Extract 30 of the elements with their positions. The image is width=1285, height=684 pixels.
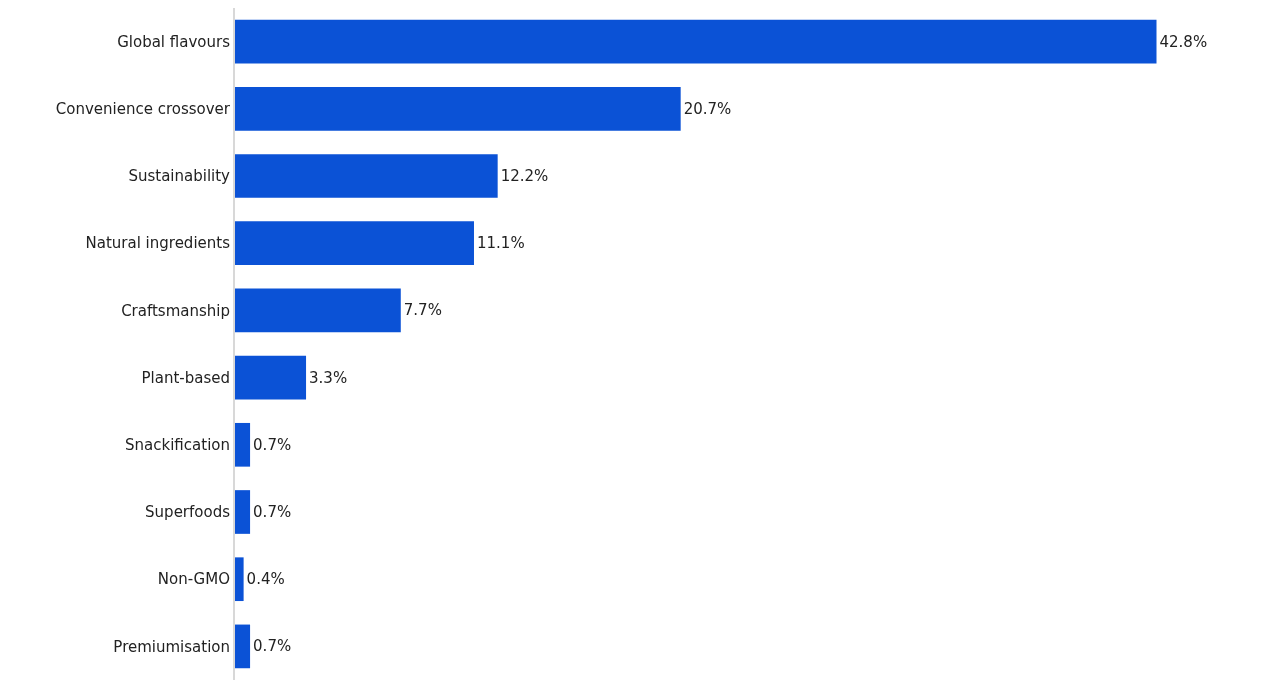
data-label: 11.1% [476, 234, 525, 253]
data-label: 0.4% [246, 570, 285, 589]
y-tick-label: Plant-based [141, 368, 230, 387]
bar [235, 355, 307, 400]
bar [235, 557, 244, 602]
data-label: 20.7% [683, 99, 732, 118]
bar [235, 19, 1157, 64]
data-label: 12.2% [500, 167, 549, 185]
bar [235, 288, 401, 333]
bar [235, 490, 251, 534]
data-label: 0.7% [253, 503, 292, 521]
bar [235, 624, 251, 669]
y-tick-label: Non-GMO [157, 570, 230, 589]
bar [235, 422, 251, 467]
y-tick-label: Craftsmanship [121, 301, 230, 320]
data-label: 42.8% [1159, 32, 1208, 51]
y-tick-label: Superfoods [145, 503, 231, 522]
data-label: 7.7% [403, 301, 442, 320]
bar [235, 86, 681, 131]
bar [235, 221, 474, 266]
bar [235, 154, 498, 198]
y-tick-label: Premiumisation [113, 637, 230, 656]
data-label: 0.7% [253, 435, 292, 454]
y-tick-label: Natural ingredients [85, 234, 231, 253]
y-tick-label: Convenience crossover [55, 100, 231, 119]
y-tick-label: Sustainability [128, 167, 231, 186]
y-tick-label: Snackification [125, 436, 230, 455]
data-label: 3.3% [309, 368, 348, 387]
y-tick-label: Global flavours [117, 32, 231, 51]
data-label: 0.7% [253, 637, 292, 656]
